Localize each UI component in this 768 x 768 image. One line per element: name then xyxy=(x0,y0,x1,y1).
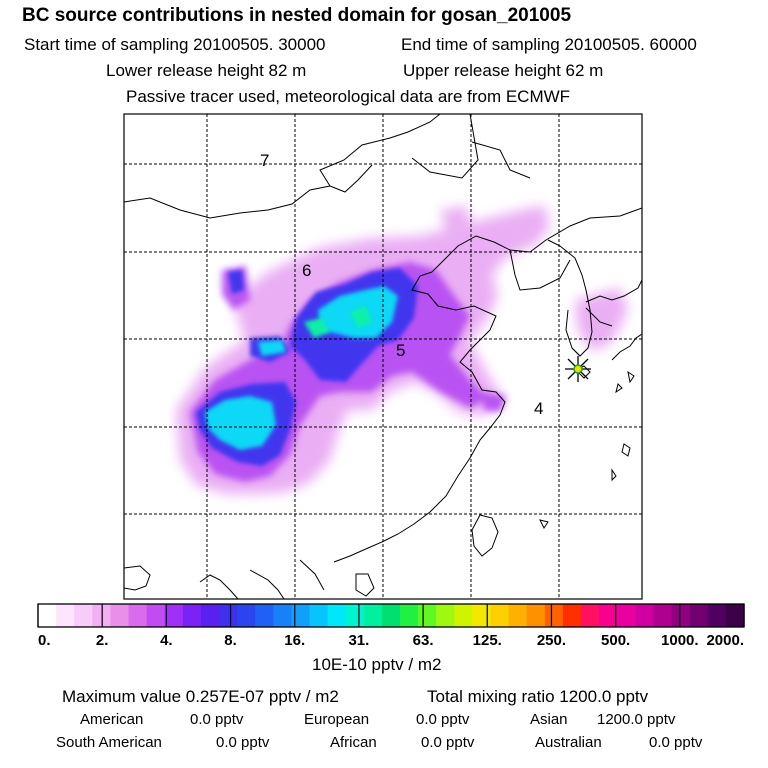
colorbar-cell xyxy=(436,604,455,627)
upper-release-height: Upper release height 62 m xyxy=(403,61,604,80)
colorbar-cell xyxy=(38,604,57,627)
colorbar-cell xyxy=(707,604,727,627)
colorbar-cell xyxy=(56,604,75,627)
african-label: African xyxy=(330,734,377,751)
colorbar-tick-label: 8. xyxy=(224,632,237,649)
colorbar: 0. 2. 4. 8. 16. 31. 63. 125. 250. 500. 1000. 2000. xyxy=(37,603,745,649)
european-label: European xyxy=(304,711,370,728)
colorbar-cell xyxy=(146,604,166,627)
colorbar-cell xyxy=(490,604,510,627)
region-label-5: 5 xyxy=(396,341,405,360)
start-time: Start time of sampling 20100505. 30000 xyxy=(24,35,326,54)
european-value: 0.0 pptv xyxy=(416,711,470,728)
asian-value: 1200.0 pptv xyxy=(597,711,676,728)
colorbar-tick-label: 500. xyxy=(601,632,630,649)
map-frame xyxy=(123,113,643,600)
lower-release-height: Lower release height 82 m xyxy=(106,61,307,80)
colorbar-cell xyxy=(110,604,130,627)
colorbar-cell xyxy=(418,604,437,627)
colorbar-cell xyxy=(599,604,618,627)
colorbar-cell xyxy=(671,604,691,627)
colorbar-cell xyxy=(544,604,564,627)
american-label: American xyxy=(80,711,144,728)
south-american-value: 0.0 pptv xyxy=(216,734,270,751)
colorbar-cell xyxy=(454,604,474,627)
colorbar-cell xyxy=(345,604,365,627)
colorbar-cell xyxy=(725,604,745,627)
colorbar-cell xyxy=(291,604,311,627)
maximum-value: Maximum value 0.257E-07 pptv / m2 xyxy=(62,687,339,706)
colorbar-cell xyxy=(617,604,636,627)
colorbar-cell xyxy=(219,604,238,627)
region-label-6: 6 xyxy=(302,261,311,280)
colorbar-tick-label: 2000. xyxy=(706,632,744,649)
colorbar-tick-label: 63. xyxy=(413,632,434,649)
american-value: 0.0 pptv xyxy=(190,711,244,728)
colorbar-cell xyxy=(182,604,202,627)
colorbar-tick-label: 16. xyxy=(284,632,305,649)
australian-value: 0.0 pptv xyxy=(649,734,703,751)
colorbar-tick-label: 1000. xyxy=(661,632,699,649)
colorbar-tick-label: 125. xyxy=(473,632,502,649)
colorbar-cell xyxy=(164,604,184,627)
colorbar-cell xyxy=(472,604,492,627)
colorbar-tick-label: 31. xyxy=(348,632,369,649)
australian-label: Australian xyxy=(535,734,602,751)
colorbar-cell xyxy=(237,604,256,627)
colorbar-cell xyxy=(273,604,293,627)
colorbar-cell xyxy=(653,604,673,627)
colorbar-cell xyxy=(689,604,709,627)
colorbar-cell xyxy=(363,604,383,627)
grid-lines xyxy=(124,114,642,599)
colorbar-cell xyxy=(74,604,93,627)
colorbar-tick-label: 4. xyxy=(160,632,173,649)
total-mixing-ratio: Total mixing ratio 1200.0 pptv xyxy=(427,687,649,706)
colorbar-cell xyxy=(200,604,220,627)
colorbar-cell xyxy=(635,604,655,627)
colorbar-cell xyxy=(562,604,582,627)
colorbar-cell xyxy=(581,604,600,627)
coastlines xyxy=(124,114,642,599)
colorbar-cell xyxy=(526,604,546,627)
colorbar-tick-label: 2. xyxy=(96,632,109,649)
tracer-note: Passive tracer used, meteorological data… xyxy=(126,87,571,106)
colorbar-cell xyxy=(508,604,528,627)
colorbar-cell xyxy=(381,604,401,627)
colorbar-cell xyxy=(255,604,274,627)
colorbar-cell xyxy=(327,604,347,627)
colorbar-tick-label: 250. xyxy=(537,632,566,649)
page-title: BC source contributions in nested domain… xyxy=(22,5,572,26)
colorbar-cell xyxy=(400,604,419,627)
colorbar-cell xyxy=(309,604,329,627)
region-label-7: 7 xyxy=(260,151,269,170)
colorbar-unit: 10E-10 pptv / m2 xyxy=(312,655,442,674)
south-american-label: South American xyxy=(56,734,162,751)
end-time: End time of sampling 20100505. 60000 xyxy=(401,35,697,54)
colorbar-tick-label: 0. xyxy=(38,632,51,649)
colorbar-cell xyxy=(128,604,148,627)
receptor-star-icon xyxy=(565,356,591,382)
african-value: 0.0 pptv xyxy=(421,734,475,751)
concentration-field xyxy=(124,114,642,599)
region-label-4: 4 xyxy=(534,399,543,418)
asian-label: Asian xyxy=(530,711,568,728)
